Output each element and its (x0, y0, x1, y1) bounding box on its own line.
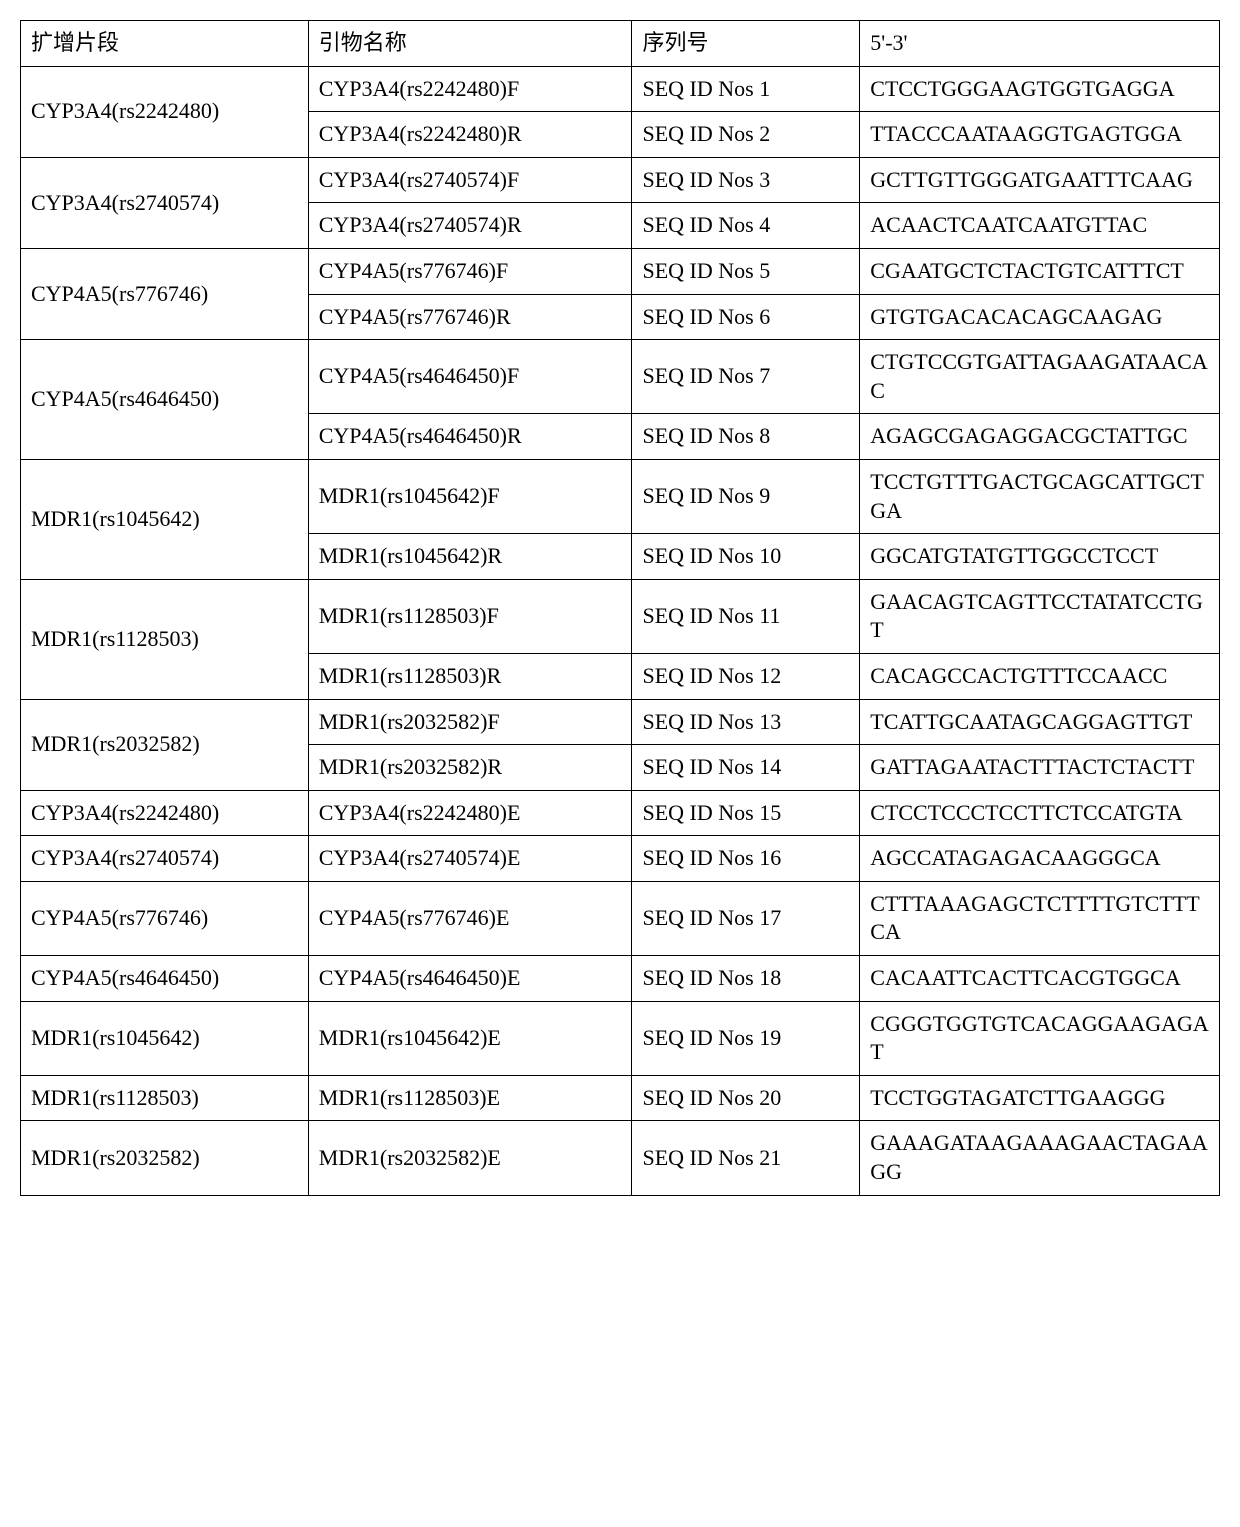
cell-fragment: CYP4A5(rs776746) (21, 881, 309, 955)
column-header: 扩增片段 (21, 21, 309, 67)
cell-primer-name: CYP4A5(rs776746)R (308, 294, 632, 340)
cell-seq-id: SEQ ID Nos 3 (632, 157, 860, 203)
cell-fragment: CYP4A5(rs4646450) (21, 340, 309, 460)
table-row: MDR1(rs1128503)MDR1(rs1128503)ESEQ ID No… (21, 1075, 1220, 1121)
cell-primer-name: CYP3A4(rs2242480)R (308, 112, 632, 158)
cell-sequence: CGGGTGGTGTCACAGGAAGAGAT (860, 1001, 1220, 1075)
cell-sequence: GAACAGTCAGTTCCTATATCCTGT (860, 579, 1220, 653)
cell-fragment: CYP3A4(rs2242480) (21, 66, 309, 157)
cell-fragment: CYP4A5(rs4646450) (21, 956, 309, 1002)
cell-seq-id: SEQ ID Nos 6 (632, 294, 860, 340)
cell-fragment: MDR1(rs2032582) (21, 1121, 309, 1195)
cell-primer-name: CYP4A5(rs4646450)R (308, 414, 632, 460)
cell-seq-id: SEQ ID Nos 15 (632, 790, 860, 836)
cell-seq-id: SEQ ID Nos 20 (632, 1075, 860, 1121)
primer-table: 扩增片段引物名称序列号5'-3'CYP3A4(rs2242480)CYP3A4(… (20, 20, 1220, 1196)
cell-sequence: TTACCCAATAAGGTGAGTGGA (860, 112, 1220, 158)
cell-primer-name: MDR1(rs1128503)F (308, 579, 632, 653)
cell-primer-name: CYP3A4(rs2740574)F (308, 157, 632, 203)
cell-seq-id: SEQ ID Nos 16 (632, 836, 860, 882)
cell-fragment: CYP4A5(rs776746) (21, 248, 309, 339)
cell-sequence: GATTAGAATACTTTACTCTACTT (860, 745, 1220, 791)
cell-seq-id: SEQ ID Nos 18 (632, 956, 860, 1002)
cell-seq-id: SEQ ID Nos 12 (632, 653, 860, 699)
table-row: CYP3A4(rs2242480)CYP3A4(rs2242480)ESEQ I… (21, 790, 1220, 836)
column-header: 5'-3' (860, 21, 1220, 67)
cell-seq-id: SEQ ID Nos 17 (632, 881, 860, 955)
cell-primer-name: CYP4A5(rs776746)E (308, 881, 632, 955)
cell-sequence: CTGTCCGTGATTAGAAGATAACAC (860, 340, 1220, 414)
cell-primer-name: CYP3A4(rs2242480)E (308, 790, 632, 836)
cell-fragment: CYP3A4(rs2740574) (21, 157, 309, 248)
cell-primer-name: MDR1(rs2032582)R (308, 745, 632, 791)
column-header: 序列号 (632, 21, 860, 67)
cell-sequence: TCCTGGTAGATCTTGAAGGG (860, 1075, 1220, 1121)
cell-fragment: CYP3A4(rs2740574) (21, 836, 309, 882)
cell-sequence: TCCTGTTTGACTGCAGCATTGCTGA (860, 459, 1220, 533)
cell-seq-id: SEQ ID Nos 21 (632, 1121, 860, 1195)
table-row: CYP4A5(rs776746)CYP4A5(rs776746)FSEQ ID … (21, 248, 1220, 294)
cell-seq-id: SEQ ID Nos 9 (632, 459, 860, 533)
cell-seq-id: SEQ ID Nos 7 (632, 340, 860, 414)
cell-fragment: MDR1(rs1128503) (21, 1075, 309, 1121)
cell-sequence: CTCCTGGGAAGTGGTGAGGA (860, 66, 1220, 112)
table-row: CYP4A5(rs776746)CYP4A5(rs776746)ESEQ ID … (21, 881, 1220, 955)
cell-sequence: TCATTGCAATAGCAGGAGTTGT (860, 699, 1220, 745)
cell-primer-name: MDR1(rs1128503)E (308, 1075, 632, 1121)
table-header-row: 扩增片段引物名称序列号5'-3' (21, 21, 1220, 67)
cell-primer-name: CYP3A4(rs2740574)R (308, 203, 632, 249)
cell-sequence: AGCCATAGAGACAAGGGCA (860, 836, 1220, 882)
cell-primer-name: MDR1(rs1045642)F (308, 459, 632, 533)
table-row: CYP3A4(rs2740574)CYP3A4(rs2740574)FSEQ I… (21, 157, 1220, 203)
cell-primer-name: CYP4A5(rs4646450)F (308, 340, 632, 414)
cell-primer-name: MDR1(rs1045642)R (308, 534, 632, 580)
cell-fragment: MDR1(rs1128503) (21, 579, 309, 699)
cell-primer-name: MDR1(rs2032582)E (308, 1121, 632, 1195)
column-header: 引物名称 (308, 21, 632, 67)
cell-primer-name: CYP3A4(rs2242480)F (308, 66, 632, 112)
cell-seq-id: SEQ ID Nos 5 (632, 248, 860, 294)
cell-sequence: CACAGCCACTGTTTCCAACC (860, 653, 1220, 699)
cell-seq-id: SEQ ID Nos 8 (632, 414, 860, 460)
cell-sequence: GGCATGTATGTTGGCCTCCT (860, 534, 1220, 580)
table-row: CYP4A5(rs4646450)CYP4A5(rs4646450)ESEQ I… (21, 956, 1220, 1002)
cell-sequence: AGAGCGAGAGGACGCTATTGC (860, 414, 1220, 460)
cell-primer-name: MDR1(rs1045642)E (308, 1001, 632, 1075)
table-row: CYP3A4(rs2740574)CYP3A4(rs2740574)ESEQ I… (21, 836, 1220, 882)
cell-sequence: ACAACTCAATCAATGTTAC (860, 203, 1220, 249)
cell-seq-id: SEQ ID Nos 10 (632, 534, 860, 580)
cell-sequence: CTCCTCCCTCCTTCTCCATGTA (860, 790, 1220, 836)
cell-sequence: GTGTGACACACAGCAAGAG (860, 294, 1220, 340)
cell-fragment: MDR1(rs1045642) (21, 1001, 309, 1075)
cell-fragment: CYP3A4(rs2242480) (21, 790, 309, 836)
table-row: MDR1(rs2032582)MDR1(rs2032582)FSEQ ID No… (21, 699, 1220, 745)
table-row: MDR1(rs2032582)MDR1(rs2032582)ESEQ ID No… (21, 1121, 1220, 1195)
table-row: CYP3A4(rs2242480)CYP3A4(rs2242480)FSEQ I… (21, 66, 1220, 112)
cell-sequence: CTTTAAAGAGCTCTTTTGTCTTTCA (860, 881, 1220, 955)
cell-sequence: GAAAGATAAGAAAGAACTAGAAGG (860, 1121, 1220, 1195)
cell-seq-id: SEQ ID Nos 1 (632, 66, 860, 112)
cell-primer-name: MDR1(rs2032582)F (308, 699, 632, 745)
cell-seq-id: SEQ ID Nos 19 (632, 1001, 860, 1075)
cell-fragment: MDR1(rs2032582) (21, 699, 309, 790)
table-row: MDR1(rs1128503)MDR1(rs1128503)FSEQ ID No… (21, 579, 1220, 653)
cell-primer-name: CYP4A5(rs776746)F (308, 248, 632, 294)
table-row: MDR1(rs1045642)MDR1(rs1045642)FSEQ ID No… (21, 459, 1220, 533)
cell-primer-name: CYP4A5(rs4646450)E (308, 956, 632, 1002)
cell-seq-id: SEQ ID Nos 14 (632, 745, 860, 791)
cell-primer-name: CYP3A4(rs2740574)E (308, 836, 632, 882)
cell-seq-id: SEQ ID Nos 13 (632, 699, 860, 745)
cell-seq-id: SEQ ID Nos 2 (632, 112, 860, 158)
cell-seq-id: SEQ ID Nos 4 (632, 203, 860, 249)
table-row: CYP4A5(rs4646450)CYP4A5(rs4646450)FSEQ I… (21, 340, 1220, 414)
cell-sequence: CGAATGCTCTACTGTCATTTCT (860, 248, 1220, 294)
table-row: MDR1(rs1045642)MDR1(rs1045642)ESEQ ID No… (21, 1001, 1220, 1075)
cell-fragment: MDR1(rs1045642) (21, 459, 309, 579)
cell-primer-name: MDR1(rs1128503)R (308, 653, 632, 699)
cell-seq-id: SEQ ID Nos 11 (632, 579, 860, 653)
cell-sequence: GCTTGTTGGGATGAATTTCAAG (860, 157, 1220, 203)
cell-sequence: CACAATTCACTTCACGTGGCA (860, 956, 1220, 1002)
